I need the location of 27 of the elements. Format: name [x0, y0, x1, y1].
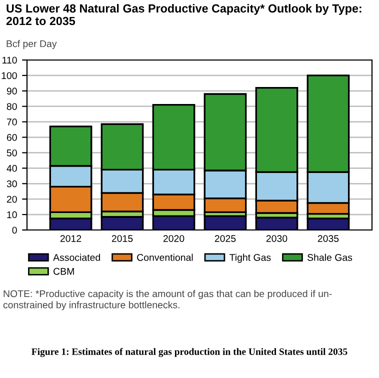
legend-label: Shale Gas: [307, 254, 352, 261]
x-tick-label: 2025: [214, 235, 236, 242]
y-tick-label: 30: [6, 180, 17, 188]
chart-title: US Lower 48 Natural Gas Productive Capacity* Outlook by Type: 2012 to 2035: [6, 4, 362, 26]
y-tick-label: 80: [6, 103, 17, 110]
legend-label: CBM: [54, 268, 74, 275]
y-tick-label: 0: [12, 226, 17, 234]
y-tick-label: 10: [7, 211, 17, 218]
y-tick-label: 90: [6, 88, 17, 95]
x-tick-label: 2035: [318, 235, 339, 242]
x-tick-label: 2020: [163, 235, 184, 242]
x-tick-label: 2012: [60, 235, 82, 242]
x-tick-label: 2030: [266, 235, 288, 242]
y-tick-label: 20: [6, 196, 17, 203]
text: NOTE: *Productive capacity is the amount of gas that can be produced if un- constrained by infrastructure bottlenecks.: [3, 290, 332, 310]
y-tick-label: 100: [2, 72, 17, 80]
y-tick-label: 40: [6, 164, 17, 172]
y-tick-label: 60: [6, 134, 17, 141]
legend-label: Associated: [53, 254, 100, 261]
y-tick-label: 70: [6, 118, 17, 126]
legend-label: Conventional: [137, 254, 193, 261]
y-axis-title: Bcf per Day: [6, 40, 57, 50]
legend-label: Tight Gas: [230, 254, 271, 263]
y-tick-label: 110: [2, 56, 17, 64]
y-tick-label: 50: [6, 149, 17, 156]
caption: Figure 1: Estimates of natural gas production in the United States until 2035: [32, 348, 348, 357]
x-tick-label: 2015: [112, 235, 133, 242]
